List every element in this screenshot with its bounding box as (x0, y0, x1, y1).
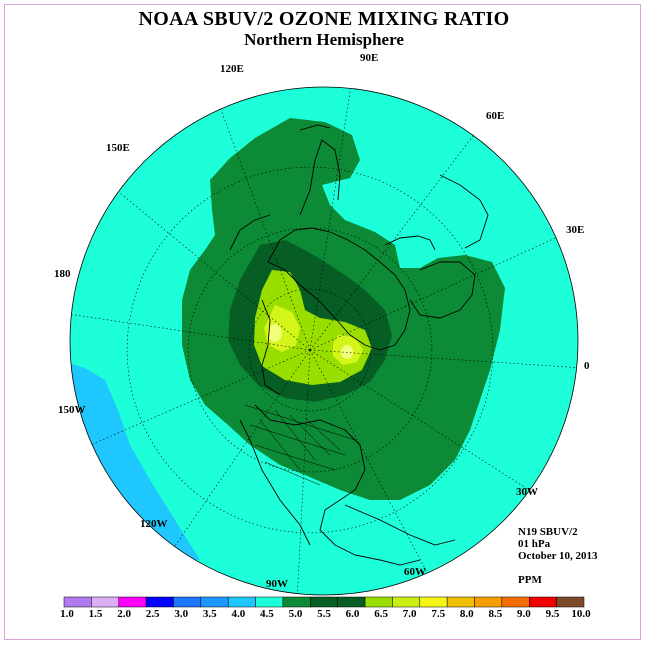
colorbar-tick-label: 4.0 (231, 608, 246, 620)
latitude-circle (248, 288, 372, 412)
longitude-label: 30E (566, 224, 585, 236)
colorbar-swatch (282, 596, 311, 608)
colorbar-swatch (310, 596, 338, 608)
map-boundary (69, 86, 579, 596)
colorbar-tick-label: 2.0 (117, 608, 131, 620)
ozone-contour-7.0 (268, 324, 282, 342)
colorbar-swatch (364, 596, 393, 608)
colorbar-swatch (337, 596, 366, 608)
lat-lon-grid (71, 88, 577, 594)
colorbar-tick-label: 8.0 (459, 608, 474, 620)
longitude-label: 60W (404, 566, 426, 578)
colorbar-tick-label: 3.0 (174, 608, 189, 620)
figure-border (4, 4, 641, 640)
longitude-label: 180 (54, 268, 71, 280)
longitude-label: 90W (266, 578, 288, 590)
colorbar-tick-label: 5.0 (288, 608, 303, 620)
satellite-label: N19 SBUV/2 (518, 526, 578, 538)
colorbar-swatch (63, 596, 92, 608)
date-label: October 10, 2013 (518, 550, 598, 562)
chart-title: NOAA SBUV/2 OZONE MIXING RATIO (138, 8, 510, 30)
colorbar-tick-label: 6.0 (345, 608, 360, 620)
meridian-line (309, 88, 351, 351)
colorbar-swatch (474, 596, 503, 608)
colorbar-swatch (91, 596, 119, 608)
meridian-line (309, 349, 530, 491)
ozone-contour-7.0 (341, 345, 353, 359)
colorbar-tick-label: 8.5 (488, 608, 503, 620)
units-label: PPM (518, 574, 542, 586)
level-label: 01 hPa (518, 538, 551, 550)
colorbar-tick-label: 1.5 (88, 608, 103, 620)
colorbar-swatch (118, 596, 147, 608)
colorbar-swatch (255, 596, 284, 608)
colorbar-tick-label: 9.0 (517, 608, 531, 620)
longitude-label: 90E (360, 52, 379, 64)
colorbar-swatch (173, 596, 202, 608)
colorbar-swatch (227, 596, 256, 608)
colorbar-tick-label: 1.0 (60, 608, 74, 620)
colorbar-swatch (529, 596, 557, 608)
meridian-line (71, 314, 311, 351)
colorbar-tick-label: 5.5 (317, 608, 331, 620)
meridian-line (309, 237, 557, 351)
colorbar-swatch (419, 596, 448, 608)
colorbar-tick-label: 7.0 (402, 608, 417, 620)
coastline-outlines (229, 124, 489, 566)
longitude-label: 30W (516, 486, 538, 498)
colorbar-tick-label: 3.5 (202, 608, 217, 620)
colorbar-tick-label: 7.5 (431, 608, 446, 620)
longitude-label: 150W (58, 404, 86, 416)
longitude-label: 60E (486, 110, 505, 122)
colorbar-tick-label: 6.5 (374, 608, 388, 620)
colorbar-tick-label: 4.5 (260, 608, 274, 620)
political-borders (244, 404, 356, 486)
colorbar-swatch (446, 596, 475, 608)
colorbar-swatch (145, 596, 174, 608)
latitude-circle (187, 227, 433, 473)
colorbar-swatch (200, 596, 229, 608)
longitude-label: 0 (584, 360, 590, 372)
meridian-line (309, 135, 474, 351)
ozone-contour-6.5 (264, 305, 363, 365)
colorbar-tick-label: 9.5 (545, 608, 560, 620)
colorbar-swatch (556, 596, 585, 608)
colorbar-tick-label: 2.5 (145, 608, 160, 620)
longitude-label: 150E (106, 142, 130, 154)
meridian-line (297, 349, 311, 594)
meridian-line (118, 191, 311, 351)
colorbar-swatch (501, 596, 530, 608)
latitude-circle (126, 166, 494, 534)
meridian-line (309, 349, 577, 368)
colorbar-tick-label: 10.0 (571, 608, 591, 620)
colorbar-swatch (392, 596, 421, 608)
chart-subtitle: Northern Hemisphere (244, 30, 404, 49)
longitude-label: 120E (220, 63, 244, 75)
longitude-label: 120W (140, 518, 168, 530)
meridian-line (220, 108, 311, 351)
